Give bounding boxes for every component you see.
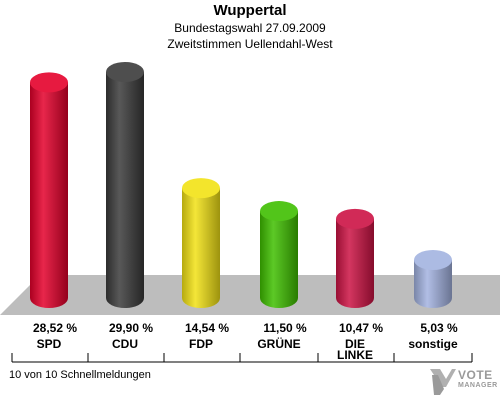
category-label: GRÜNE bbox=[257, 336, 300, 351]
bar-cdu bbox=[106, 61, 144, 309]
bar-body bbox=[414, 259, 452, 308]
footer-status: 10 von 10 Schnellmeldungen bbox=[9, 369, 151, 381]
value-label: 11,50 % bbox=[263, 321, 307, 335]
value-label: 10,47 % bbox=[339, 321, 383, 335]
bar-top bbox=[260, 201, 298, 222]
category-label: CDU bbox=[112, 337, 138, 351]
bar-body bbox=[260, 211, 298, 308]
category-label: SPD bbox=[37, 337, 62, 351]
category-label: FDP bbox=[189, 337, 213, 351]
bar-body bbox=[30, 82, 68, 308]
value-label: 29,90 % bbox=[109, 321, 153, 335]
chart-subtitle-election: Bundestagswahl 27.09.2009 bbox=[174, 21, 326, 35]
bar-top bbox=[182, 178, 220, 199]
bar-body bbox=[182, 188, 220, 308]
vote-manager-logo: VOTE MANAGER bbox=[422, 362, 500, 400]
bar-top bbox=[336, 208, 374, 229]
category-label-line: DIE bbox=[345, 337, 365, 351]
logo-word-manager: MANAGER bbox=[458, 382, 498, 389]
bar-spd bbox=[30, 72, 68, 308]
bar-top bbox=[30, 72, 68, 93]
logo-mark-icon bbox=[430, 369, 456, 395]
bar-body bbox=[106, 71, 144, 309]
category-label: sonstige bbox=[408, 337, 458, 351]
bar-die-linke bbox=[336, 208, 374, 308]
bar-fdp bbox=[182, 178, 220, 308]
value-label: 14,54 % bbox=[185, 321, 229, 335]
category-label-line: LINKE bbox=[337, 348, 373, 362]
bar-top bbox=[106, 61, 144, 82]
bar-grüne bbox=[260, 201, 298, 308]
category-label: DIE LINKE bbox=[337, 337, 373, 362]
value-label: 28,52 % bbox=[33, 321, 77, 335]
bar-top bbox=[414, 249, 452, 270]
chart-title: Wuppertal bbox=[213, 2, 287, 19]
logo-word-vote: VOTE bbox=[458, 368, 493, 382]
chart-subtitle-district: Zweitstimmen Uellendahl-West bbox=[167, 37, 333, 51]
bar-sonstige bbox=[414, 249, 452, 308]
value-label: 5,03 % bbox=[420, 321, 458, 335]
bar-body bbox=[336, 218, 374, 308]
